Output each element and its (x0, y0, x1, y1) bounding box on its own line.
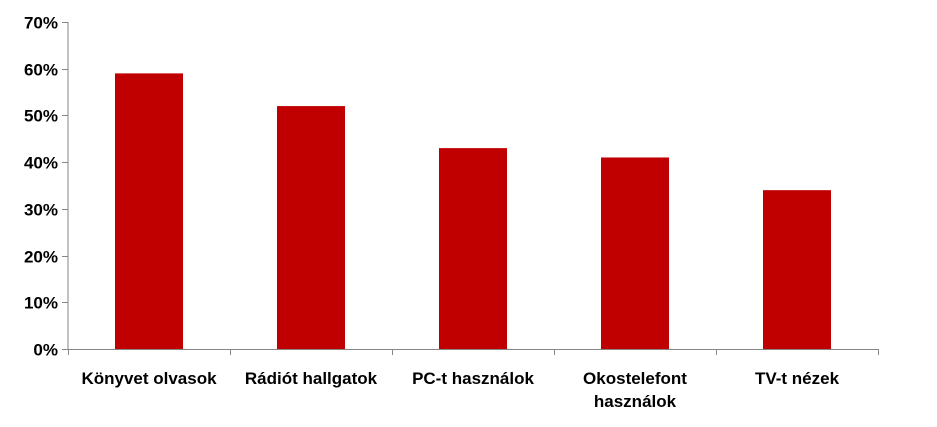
y-tick-label: 20% (24, 248, 58, 267)
y-tick-label: 0% (33, 341, 58, 360)
y-axis: 0% 10% 20% 30% 40% 50% 60% 70% (24, 14, 69, 360)
y-tick-label: 40% (24, 154, 58, 173)
x-category-label: Könyvet olvasok (81, 369, 217, 388)
x-category-label: PC-t használok (412, 369, 534, 388)
x-category-label: Okostelefont (583, 369, 687, 388)
bar (115, 73, 183, 349)
bar (277, 106, 345, 349)
x-category-label: TV-t nézek (755, 369, 840, 388)
bar (601, 157, 669, 349)
bar (439, 148, 507, 349)
x-category-label: használok (594, 392, 677, 411)
y-tick-label: 50% (24, 107, 58, 126)
category-labels: Könyvet olvasok Rádiót hallgatok PC-t hasz… (81, 369, 839, 411)
bar (763, 190, 831, 349)
y-tick-label: 10% (24, 294, 58, 313)
y-tick-label: 30% (24, 201, 58, 220)
x-category-label: Rádiót hallgatok (245, 369, 378, 388)
x-axis (68, 349, 879, 355)
y-tick-label: 60% (24, 61, 58, 80)
bars (115, 73, 831, 349)
y-tick-label: 70% (24, 14, 58, 33)
